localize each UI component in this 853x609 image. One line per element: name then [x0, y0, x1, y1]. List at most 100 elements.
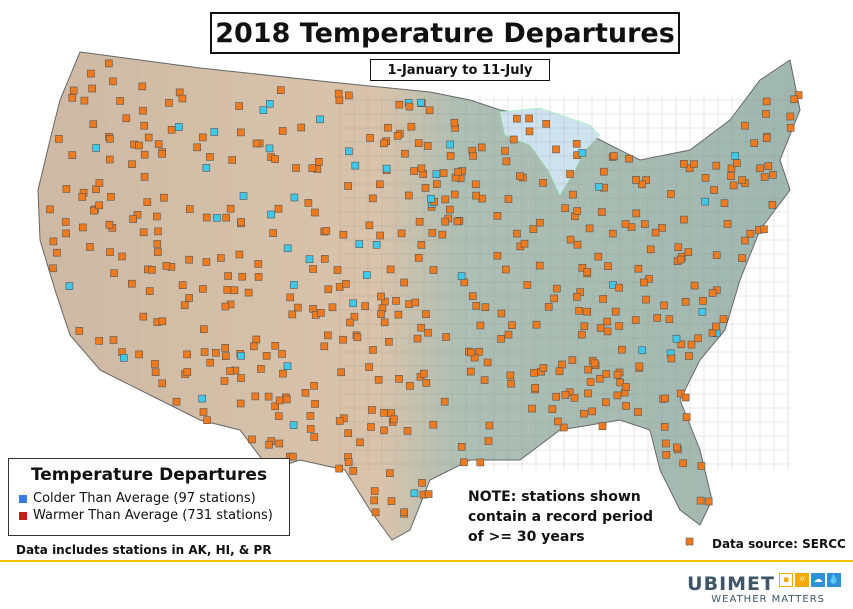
warmer-station-marker	[685, 164, 694, 173]
warmer-station-marker	[411, 298, 420, 307]
warmer-station-marker	[422, 310, 430, 318]
warmer-station-marker	[377, 292, 385, 301]
warmer-station-marker	[442, 333, 450, 341]
warmer-station-marker	[764, 162, 773, 170]
warmer-station-marker	[417, 241, 426, 249]
warmer-station-marker	[140, 121, 148, 130]
colder-station-marker	[432, 170, 441, 178]
warmer-station-marker	[344, 429, 353, 438]
warmer-station-marker	[361, 302, 370, 310]
warmer-station-marker	[536, 218, 544, 227]
warmer-station-marker	[135, 350, 143, 359]
warmer-station-marker	[250, 342, 258, 351]
warmer-station-marker	[786, 112, 795, 121]
warmer-station-marker	[186, 205, 194, 213]
warmer-station-marker	[429, 420, 438, 429]
warmer-station-marker	[424, 490, 433, 498]
warmer-station-marker	[344, 182, 352, 190]
warmer-station-marker	[631, 316, 640, 324]
warmer-station-marker	[653, 314, 662, 322]
warmer-station-marker	[535, 261, 544, 270]
note-line-2: contain a record period	[468, 509, 653, 525]
warmer-station-marker	[389, 415, 398, 424]
warmer-station-marker	[690, 160, 698, 168]
warmer-station-marker	[570, 393, 579, 402]
warmer-station-marker	[604, 262, 612, 271]
warmer-station-marker	[732, 159, 741, 167]
warmer-station-marker	[470, 353, 479, 362]
warmer-station-marker	[723, 220, 732, 228]
warmer-station-marker	[289, 452, 297, 461]
warmer-station-marker	[544, 302, 553, 311]
warmer-station-marker	[69, 86, 78, 95]
us-station-map	[37, 51, 803, 546]
warmer-station-marker	[178, 281, 187, 290]
footer-divider	[0, 560, 853, 562]
colder-station-marker	[372, 241, 381, 249]
warmer-station-marker	[667, 190, 675, 198]
warmer-station-marker	[89, 120, 98, 128]
warmer-station-marker	[106, 135, 114, 143]
warmer-station-marker	[116, 97, 124, 105]
warmer-station-marker	[769, 171, 777, 179]
brand-name: UBIMET	[687, 573, 775, 595]
warmer-station-marker	[335, 464, 344, 473]
warmer-station-marker	[337, 368, 346, 377]
colder-station-marker	[198, 394, 206, 403]
map-us-icon: ▪	[779, 573, 793, 587]
warmer-station-marker	[660, 301, 668, 310]
warmer-station-marker	[334, 89, 343, 98]
warmer-station-marker	[122, 114, 131, 123]
warmer-station-marker	[203, 416, 211, 425]
warmer-station-marker	[680, 215, 688, 224]
warmer-station-marker	[183, 350, 191, 359]
warmer-station-marker	[88, 84, 96, 93]
warmer-station-marker	[80, 96, 89, 105]
warmer-station-marker	[578, 263, 587, 272]
warmer-station-marker	[710, 186, 718, 194]
warmer-station-marker	[513, 114, 521, 123]
warmer-station-marker	[555, 367, 564, 376]
warmer-station-marker	[410, 167, 418, 175]
warmer-station-marker	[558, 360, 566, 369]
warmer-station-marker	[599, 167, 608, 176]
warmer-station-marker	[339, 335, 347, 344]
warmer-station-marker	[493, 212, 502, 220]
warmer-station-marker	[92, 185, 100, 194]
warmer-station-marker	[509, 135, 518, 144]
warmer-station-marker	[353, 333, 362, 342]
warmer-station-marker	[542, 120, 551, 128]
warmer-station-marker	[178, 94, 187, 103]
warmer-station-marker	[282, 395, 291, 404]
warmer-station-marker	[275, 396, 284, 405]
warmer-station-marker	[386, 265, 395, 274]
warmer-station-marker	[366, 134, 374, 142]
warmer-station-marker	[193, 143, 201, 152]
legend: Temperature Departures Colder Than Avera…	[8, 458, 290, 536]
warmer-station-marker	[139, 106, 147, 115]
warmer-station-marker	[370, 496, 379, 505]
warmer-station-marker	[376, 231, 384, 240]
warmer-station-marker	[297, 123, 306, 132]
colder-station-marker	[355, 240, 364, 248]
warmer-station-marker	[183, 368, 192, 376]
warmer-station-marker	[320, 342, 329, 351]
warmer-station-marker	[618, 345, 626, 354]
warmer-station-marker	[133, 211, 142, 219]
warmer-station-marker	[598, 422, 607, 431]
warmer-station-marker	[415, 217, 424, 226]
warmer-station-marker	[450, 118, 459, 127]
warmer-station-marker	[472, 301, 481, 310]
warmer-station-marker	[539, 179, 547, 187]
warmer-station-marker	[497, 309, 506, 318]
warmer-station-marker	[638, 180, 646, 189]
warmer-station-marker	[428, 229, 437, 237]
warmer-station-marker	[235, 250, 244, 259]
warmer-station-marker	[590, 359, 599, 368]
warmer-station-marker	[333, 266, 342, 274]
warmer-station-marker	[400, 278, 408, 287]
warmer-station-marker	[622, 383, 630, 391]
colder-station-marker	[290, 193, 299, 202]
warmer-station-marker	[768, 201, 777, 209]
colder-station-marker	[202, 164, 211, 172]
